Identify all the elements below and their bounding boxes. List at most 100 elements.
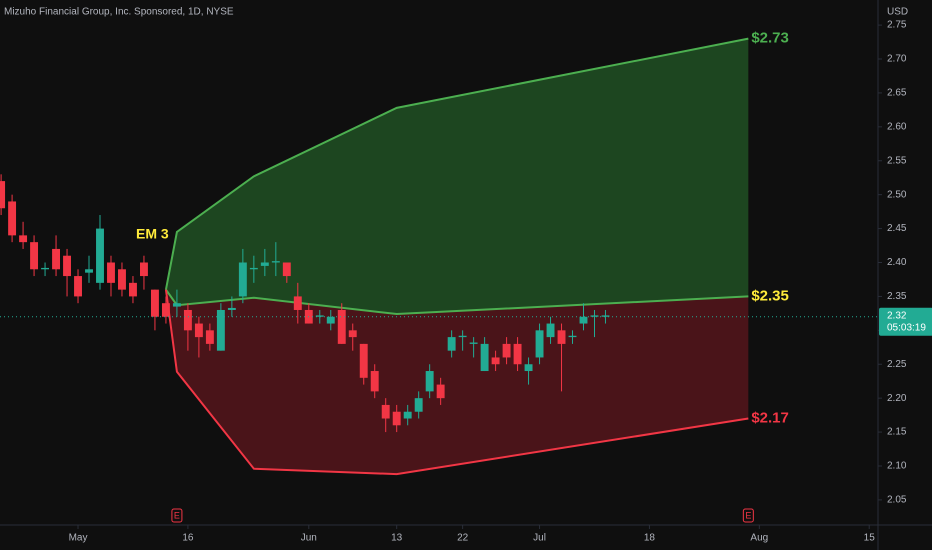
last-price-label: 2.32 — [887, 310, 907, 321]
candle-body — [480, 343, 489, 372]
candle-body — [282, 262, 291, 277]
candle-body — [74, 276, 82, 297]
candle-body — [535, 330, 544, 358]
candle-body — [469, 342, 478, 344]
y-tick-label: 2.10 — [887, 461, 907, 472]
annotation: EM 3 — [136, 226, 169, 242]
x-tick-label: Jun — [301, 533, 317, 544]
candle-body — [491, 357, 500, 365]
y-tick-label: 2.20 — [887, 393, 907, 404]
x-tick-label: 13 — [391, 533, 403, 544]
candle-body — [348, 330, 357, 338]
candle-body — [579, 316, 588, 324]
candle-body — [249, 267, 258, 270]
countdown-label: 05:03:19 — [887, 322, 926, 333]
y-tick-label: 2.25 — [887, 359, 907, 370]
currency-label: USD — [887, 7, 908, 18]
candle-body — [546, 323, 555, 338]
band-value-label: $2.17 — [751, 409, 789, 426]
candle-body — [590, 315, 599, 317]
upper-band-line — [164, 37, 749, 290]
candle-body — [52, 248, 60, 270]
candle-body — [403, 411, 412, 419]
x-tick-label: 15 — [864, 533, 876, 544]
candle-body — [194, 323, 203, 338]
expected-move-layer — [164, 37, 749, 476]
candle-body — [260, 262, 269, 266]
candle-body — [161, 303, 170, 317]
candle-body — [337, 309, 346, 344]
candle-body — [359, 343, 368, 378]
overlay-layer: 2.052.102.152.202.252.302.352.402.452.50… — [0, 20, 932, 544]
x-tick-label: 18 — [644, 533, 656, 544]
candle-body — [381, 404, 390, 419]
y-tick-label: 2.50 — [887, 189, 907, 200]
candle-body — [326, 316, 335, 324]
y-tick-label: 2.15 — [887, 427, 907, 438]
candle-body — [447, 337, 456, 351]
candle-body — [601, 315, 610, 317]
earnings-label: E — [745, 510, 751, 520]
candles-layer — [0, 174, 610, 433]
candle-body — [315, 315, 324, 317]
candle-body — [19, 235, 28, 243]
candle-body — [139, 262, 148, 277]
candle-body — [150, 289, 159, 317]
x-tick-label: Aug — [750, 533, 768, 544]
candle-body — [370, 371, 379, 392]
candle-body — [63, 255, 71, 277]
candle-body — [524, 364, 533, 372]
y-tick-label: 2.45 — [887, 223, 907, 234]
earnings-label: E — [174, 510, 180, 520]
upper-band-fill — [165, 38, 749, 315]
x-tick-label: 22 — [457, 533, 469, 544]
candle-body — [129, 282, 137, 297]
y-tick-label: 2.75 — [887, 20, 907, 31]
candle-body — [392, 411, 401, 426]
y-tick-label: 2.05 — [887, 495, 907, 506]
candle-body — [0, 181, 6, 209]
candle-body — [568, 335, 577, 338]
candle-body — [414, 398, 423, 412]
candle-body — [41, 267, 50, 270]
candle-body — [96, 228, 104, 283]
candle-body — [172, 303, 181, 307]
candle-body — [227, 307, 236, 310]
candle-body — [107, 262, 115, 283]
y-tick-label: 2.35 — [887, 291, 907, 302]
candle-body — [30, 242, 39, 270]
chart-title: Mizuho Financial Group, Inc. Sponsored, … — [4, 7, 234, 18]
band-value-label: $2.73 — [751, 30, 789, 47]
y-tick-label: 2.55 — [887, 155, 907, 166]
candle-body — [458, 335, 467, 338]
y-tick-label: 2.60 — [887, 121, 907, 132]
candle-body — [425, 371, 434, 392]
candle-body — [513, 343, 522, 365]
x-tick-label: Jul — [533, 533, 546, 544]
y-tick-label: 2.70 — [887, 54, 907, 65]
last-price-box — [879, 307, 932, 336]
candle-body — [216, 309, 225, 351]
earnings-marker — [171, 508, 183, 523]
candle-body — [85, 269, 93, 273]
band-value-label: $2.35 — [751, 287, 789, 304]
middle-band-line — [165, 289, 749, 316]
candle-body — [502, 343, 511, 358]
candle-body — [271, 261, 280, 263]
candle-body — [205, 330, 214, 344]
y-tick-label: 2.40 — [887, 257, 907, 268]
x-tick-label: 16 — [182, 533, 194, 544]
candle-body — [557, 330, 566, 344]
candle-body — [436, 384, 445, 399]
lower-band-line — [164, 289, 749, 476]
candle-body — [183, 309, 192, 331]
x-tick-label: May — [69, 533, 88, 544]
earnings-marker — [742, 508, 754, 523]
candle-body — [238, 262, 247, 297]
lower-band-fill — [165, 289, 749, 475]
candle-body — [8, 201, 17, 236]
candle-body — [293, 296, 302, 310]
y-tick-label: 2.65 — [887, 88, 907, 99]
